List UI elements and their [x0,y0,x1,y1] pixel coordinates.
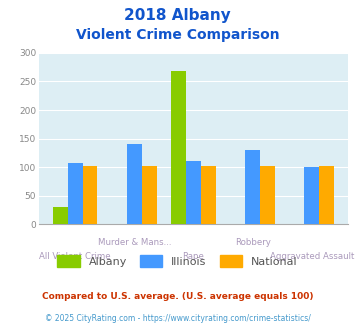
Bar [201,166,215,224]
Legend: Albany, Illinois, National: Albany, Illinois, National [57,255,298,267]
Bar [319,166,334,224]
Text: Compared to U.S. average. (U.S. average equals 100): Compared to U.S. average. (U.S. average … [42,292,313,301]
Bar [304,167,319,224]
Bar [68,163,83,224]
Text: Violent Crime Comparison: Violent Crime Comparison [76,28,279,42]
Text: © 2025 CityRating.com - https://www.cityrating.com/crime-statistics/: © 2025 CityRating.com - https://www.city… [45,314,310,323]
Text: Aggravated Assault: Aggravated Assault [269,252,354,261]
Text: Robbery: Robbery [235,238,271,247]
Bar [83,166,97,224]
Bar [171,71,186,224]
Bar [127,144,142,224]
Text: 2018 Albany: 2018 Albany [124,8,231,23]
Bar [245,150,260,224]
Text: Murder & Mans...: Murder & Mans... [98,238,171,247]
Bar [260,166,275,224]
Text: All Violent Crime: All Violent Crime [39,252,111,261]
Text: Rape: Rape [182,252,204,261]
Bar [186,161,201,224]
Bar [53,207,68,224]
Bar [142,166,157,224]
